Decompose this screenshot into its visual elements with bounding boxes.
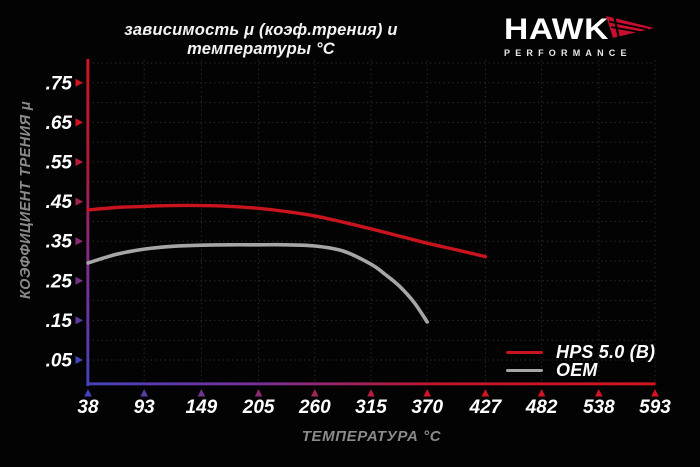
x-tick-label: 260	[298, 397, 331, 418]
chart-title: зависимость μ (коэф.трения) и температур…	[124, 21, 398, 58]
hawk-logo: HAWK PERFORMANCE	[504, 15, 654, 58]
x-tick-label: 482	[525, 397, 558, 418]
y-tick-arrow	[75, 237, 83, 246]
y-tick-label: .55	[46, 153, 73, 174]
x-tick-arrow	[423, 389, 431, 397]
y-tick-arrow	[75, 316, 83, 325]
x-tick-arrow	[651, 389, 659, 397]
x-tick-label: 315	[355, 397, 387, 418]
hawk-logo-text: HAWK	[504, 13, 609, 46]
series-line-hps	[86, 203, 488, 259]
x-tick-label: 538	[583, 397, 615, 418]
x-tick-arrow	[595, 389, 603, 397]
y-tick-label: .25	[46, 271, 73, 292]
hawk-wing-icon	[605, 16, 654, 38]
x-tick-label: 149	[186, 397, 218, 418]
y-tick-label: .05	[46, 351, 73, 372]
legend-item: OEM	[506, 360, 655, 381]
legend-swatch	[506, 350, 543, 354]
legend-swatch	[506, 369, 543, 373]
y-tick-arrow	[75, 276, 83, 285]
x-tick-label: 38	[77, 397, 99, 418]
y-tick-arrow	[75, 118, 83, 127]
y-tick-label: .35	[46, 232, 73, 253]
legend-label: HPS 5.0 (B)	[556, 341, 656, 362]
y-axis-line	[86, 59, 90, 386]
x-tick-label: 593	[639, 397, 671, 418]
y-tick-arrow	[75, 356, 83, 364]
y-tick-label: .75	[46, 73, 73, 94]
x-axis-title: ТЕМПЕРАТУРА °C	[301, 428, 442, 445]
x-tick-label: 370	[411, 397, 443, 418]
y-tick-arrow	[75, 197, 83, 206]
x-tick-arrow	[197, 389, 206, 397]
legend-item: HPS 5.0 (B)	[506, 341, 656, 362]
x-tick-label: 205	[242, 397, 275, 418]
x-axis-line	[86, 382, 656, 386]
y-tick-arrow	[75, 78, 83, 87]
tick-arrows	[75, 78, 659, 397]
x-tick-arrow	[367, 389, 375, 397]
x-tick-arrow	[140, 389, 148, 397]
y-tick-arrow	[75, 158, 83, 166]
x-tick-label: 93	[134, 397, 156, 418]
x-tick-arrow	[254, 389, 263, 397]
hawk-logo-subtitle: PERFORMANCE	[504, 48, 632, 58]
y-tick-label: .15	[46, 311, 73, 332]
x-tick-arrow	[481, 389, 490, 397]
y-tick-label: .45	[46, 192, 73, 213]
y-tick-label: .65	[46, 113, 73, 134]
x-tick-arrow	[537, 389, 546, 397]
grid-lines	[88, 60, 656, 384]
x-tick-label: 427	[469, 397, 503, 418]
x-tick-arrow	[311, 389, 319, 397]
series-line-oem	[86, 242, 429, 324]
x-tick-arrow	[84, 389, 92, 397]
legend: HPS 5.0 (B) OEM	[506, 341, 656, 381]
tick-labels: .05 .15 .25 .35 .45 .55 .65 .75 38 93 149 205 260 315…	[46, 73, 672, 418]
series-curves	[86, 203, 488, 324]
legend-label: OEM	[556, 360, 598, 381]
